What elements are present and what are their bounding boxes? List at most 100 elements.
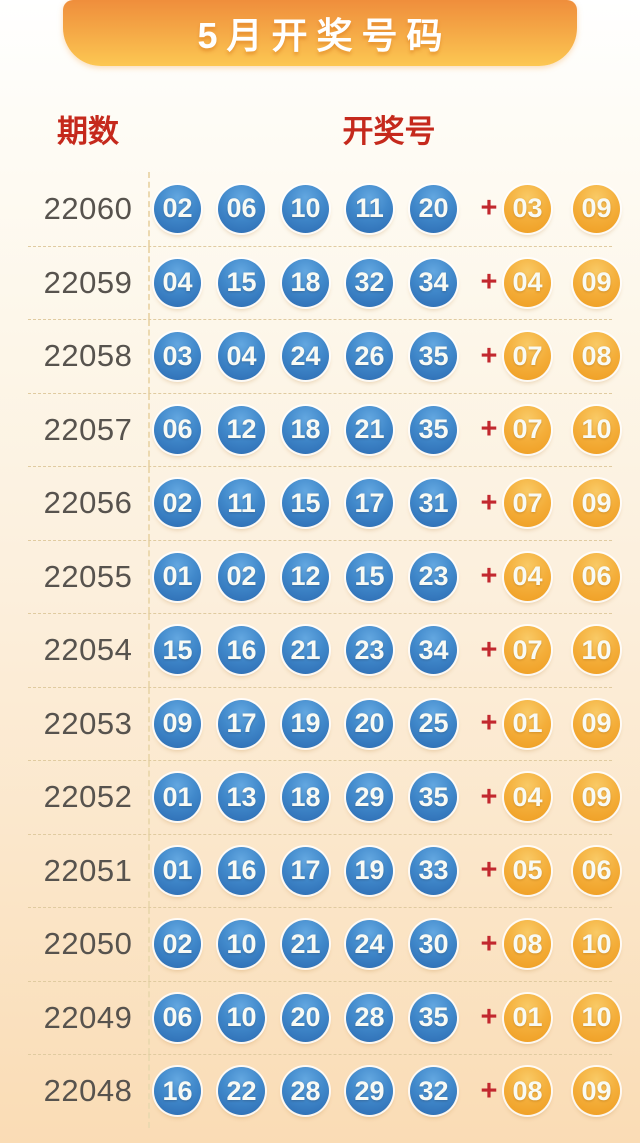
balls-group: 06 12 18 21 35 +07 10 — [148, 393, 620, 466]
period-label: 22057 — [43, 411, 133, 447]
period-label: 22050 — [43, 926, 133, 962]
table-row: 22053 09 17 19 20 25 +01 09 — [28, 686, 620, 760]
front-ball: 13 — [218, 773, 265, 822]
front-ball: 20 — [346, 699, 393, 748]
front-ball: 01 — [154, 846, 201, 895]
back-ball: 03 — [504, 184, 551, 233]
front-ball: 11 — [346, 184, 393, 233]
front-ball: 18 — [282, 405, 329, 454]
front-ball: 28 — [346, 993, 393, 1042]
balls-group: 01 16 17 19 33 +05 06 — [148, 834, 620, 907]
balls-group: 16 22 28 29 32 +08 09 — [148, 1055, 620, 1128]
front-ball: 21 — [346, 405, 393, 454]
front-ball: 20 — [282, 993, 329, 1042]
plus-sign: + — [480, 266, 498, 299]
front-ball: 24 — [282, 332, 329, 381]
period-label: 22051 — [43, 852, 133, 888]
back-ball: 07 — [504, 626, 551, 675]
header-banner: 5月开奖号码 — [63, 0, 577, 66]
period-label: 22060 — [43, 190, 133, 226]
back-ball: 04 — [504, 773, 551, 822]
front-ball: 25 — [410, 699, 457, 748]
period-label: 22052 — [43, 779, 133, 815]
plus-sign: + — [480, 780, 498, 813]
front-ball: 11 — [218, 479, 265, 528]
table-row: 22059 04 15 18 32 34 +04 09 — [28, 245, 620, 319]
back-ball: 07 — [504, 332, 551, 381]
front-ball: 17 — [218, 699, 265, 748]
front-ball: 21 — [282, 920, 329, 969]
front-ball: 22 — [218, 1067, 265, 1116]
back-ball: 09 — [573, 1067, 620, 1116]
front-ball: 33 — [410, 846, 457, 895]
balls-group: 02 06 10 11 20 +03 09 — [148, 172, 620, 246]
front-ball: 16 — [218, 626, 265, 675]
front-ball: 24 — [346, 920, 393, 969]
front-ball: 30 — [410, 920, 457, 969]
front-ball: 10 — [282, 184, 329, 233]
table-row: 22049 06 10 20 28 35 +01 10 — [28, 980, 620, 1054]
balls-group: 01 13 18 29 35 +04 09 — [148, 761, 620, 834]
period-label: 22055 — [43, 558, 133, 594]
front-ball: 16 — [218, 846, 265, 895]
plus-sign: + — [480, 1001, 498, 1034]
balls-group: 09 17 19 20 25 +01 09 — [148, 687, 620, 760]
front-ball: 19 — [282, 699, 329, 748]
front-ball: 02 — [154, 479, 201, 528]
plus-sign: + — [480, 339, 498, 372]
balls-group: 04 15 18 32 34 +04 09 — [148, 246, 620, 319]
balls-group: 02 10 21 24 30 +08 10 — [148, 908, 620, 981]
front-ball: 10 — [218, 993, 265, 1042]
table-row: 22055 01 02 12 15 23 +04 06 — [28, 539, 620, 613]
back-ball: 01 — [504, 993, 551, 1042]
front-ball: 15 — [282, 479, 329, 528]
plus-sign: + — [480, 707, 498, 740]
front-ball: 06 — [218, 184, 265, 233]
back-ball: 08 — [504, 1067, 551, 1116]
back-ball: 10 — [573, 626, 620, 675]
front-ball: 19 — [346, 846, 393, 895]
front-ball: 12 — [218, 405, 265, 454]
plus-sign: + — [480, 486, 498, 519]
front-ball: 28 — [282, 1067, 329, 1116]
back-ball: 08 — [573, 332, 620, 381]
back-ball: 08 — [504, 920, 551, 969]
period-label: 22054 — [43, 632, 133, 668]
front-ball: 06 — [154, 405, 201, 454]
period-label: 22059 — [43, 264, 133, 300]
table-row: 22052 01 13 18 29 35 +04 09 — [28, 760, 620, 834]
plus-sign: + — [480, 192, 498, 225]
front-ball: 23 — [410, 552, 457, 601]
front-ball: 18 — [282, 773, 329, 822]
plus-sign: + — [480, 1074, 498, 1107]
front-ball: 32 — [410, 1067, 457, 1116]
front-ball: 34 — [410, 258, 457, 307]
column-header-period: 期数 — [57, 114, 119, 149]
back-ball: 06 — [573, 552, 620, 601]
front-ball: 12 — [282, 552, 329, 601]
front-ball: 15 — [154, 626, 201, 675]
period-label: 22058 — [43, 338, 133, 374]
front-ball: 01 — [154, 552, 201, 601]
front-ball: 34 — [410, 626, 457, 675]
front-ball: 35 — [410, 405, 457, 454]
front-ball: 16 — [154, 1067, 201, 1116]
front-ball: 23 — [346, 626, 393, 675]
back-ball: 09 — [573, 184, 620, 233]
front-ball: 10 — [218, 920, 265, 969]
front-ball: 18 — [282, 258, 329, 307]
back-ball: 04 — [504, 258, 551, 307]
front-ball: 02 — [218, 552, 265, 601]
front-ball: 06 — [154, 993, 201, 1042]
front-ball: 29 — [346, 773, 393, 822]
front-ball: 04 — [154, 258, 201, 307]
period-label: 22049 — [43, 999, 133, 1035]
back-ball: 10 — [573, 920, 620, 969]
back-ball: 10 — [573, 405, 620, 454]
column-headers: 期数 开奖号 — [0, 106, 640, 149]
period-label: 22048 — [43, 1073, 133, 1109]
front-ball: 35 — [410, 773, 457, 822]
balls-group: 15 16 21 23 34 +07 10 — [148, 614, 620, 687]
back-ball: 05 — [504, 846, 551, 895]
